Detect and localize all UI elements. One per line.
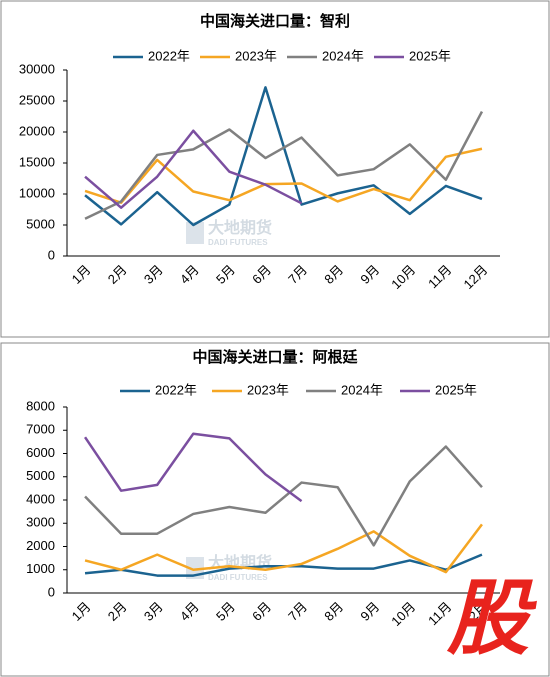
- legend-label: 2023年: [235, 48, 277, 63]
- legend-label: 2025年: [435, 382, 477, 397]
- watermark-text: 大地期货: [208, 218, 272, 237]
- series-line: [84, 129, 303, 209]
- y-tick-label: 5000: [26, 216, 55, 231]
- y-tick-label: 10000: [19, 185, 55, 200]
- legend-label: 2025年: [409, 48, 451, 63]
- badge: 股: [446, 574, 537, 665]
- series-line: [84, 110, 484, 220]
- series-line: [84, 523, 483, 574]
- series-line: [84, 86, 483, 227]
- y-tick-label: 5000: [26, 468, 55, 483]
- y-tick-label: 8000: [26, 398, 55, 413]
- y-tick-label: 15000: [19, 154, 55, 169]
- y-tick-label: 25000: [19, 92, 55, 107]
- series-line: [84, 147, 483, 204]
- y-tick-label: 2000: [26, 538, 55, 553]
- y-tick-label: 30000: [19, 61, 55, 76]
- legend-label: 2024年: [341, 382, 383, 397]
- chart-title: 中国海关进口量：阿根廷: [192, 348, 358, 366]
- legend-label: 2022年: [155, 382, 197, 397]
- watermark-logo: [186, 222, 204, 244]
- series-line: [84, 432, 303, 503]
- legend-label: 2023年: [247, 382, 289, 397]
- y-tick-label: 3000: [26, 515, 55, 530]
- legend-label: 2024年: [322, 48, 364, 63]
- chart-title: 中国海关进口量：智利: [200, 12, 350, 30]
- chart-frame: [0, 0, 550, 338]
- chart-frame: [0, 342, 550, 677]
- y-tick-label: 20000: [19, 123, 55, 138]
- y-tick-label: 1000: [26, 561, 55, 576]
- y-tick-label: 4000: [26, 491, 55, 506]
- legend-label: 2022年: [148, 48, 190, 63]
- y-tick-label: 0: [48, 247, 55, 262]
- y-tick-label: 6000: [26, 445, 55, 460]
- y-tick-label: 0: [48, 584, 55, 599]
- watermark-text: DADI FUTURES: [208, 238, 268, 247]
- series-line: [84, 445, 483, 547]
- y-tick-label: 7000: [26, 422, 55, 437]
- watermark-text: DADI FUTURES: [208, 573, 268, 582]
